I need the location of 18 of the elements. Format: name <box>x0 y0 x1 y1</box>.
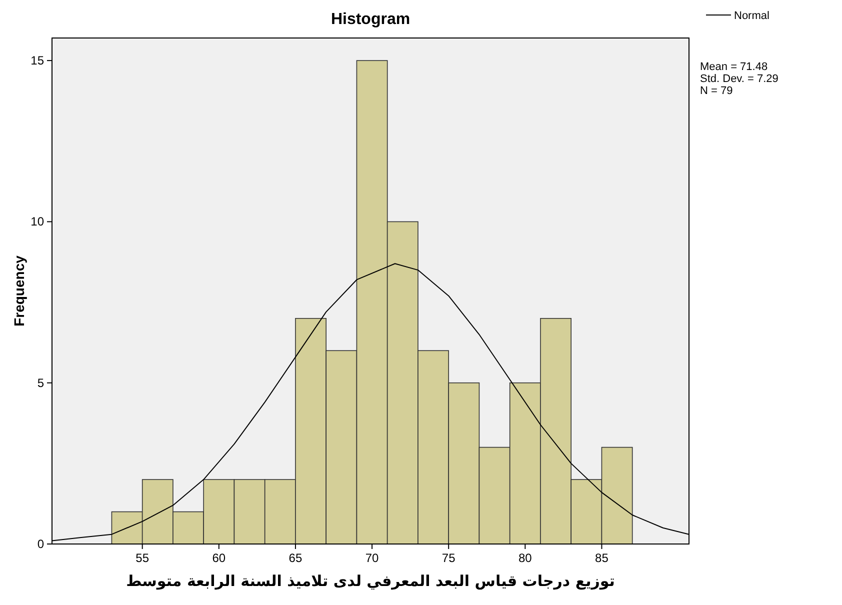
y-tick-label: 15 <box>30 54 44 68</box>
x-tick-label: 60 <box>212 551 226 565</box>
x-tick-label: 80 <box>518 551 532 565</box>
x-tick-label: 55 <box>136 551 150 565</box>
y-tick-label: 0 <box>37 537 44 551</box>
text: Mean = 71.48 <box>700 61 768 73</box>
y-axis-title: Frequency <box>11 255 27 326</box>
chart-title: Histogram <box>330 11 410 28</box>
x-tick-label: 75 <box>442 551 456 565</box>
x-tick-label: 70 <box>365 551 380 565</box>
x-tick-label: 65 <box>288 551 302 565</box>
text: N = 79 <box>700 85 733 97</box>
y-tick-label: 5 <box>37 376 44 390</box>
legend-label: Normal <box>734 10 770 22</box>
x-axis-title: توزيع درجات قياس البعد المعرفي لدى تلاميذ السنة الرابعة متوسط <box>126 572 615 590</box>
x-tick-label: 85 <box>595 551 609 565</box>
text: Std. Dev. = 7.29 <box>700 73 778 85</box>
y-tick-label: 10 <box>30 214 44 229</box>
